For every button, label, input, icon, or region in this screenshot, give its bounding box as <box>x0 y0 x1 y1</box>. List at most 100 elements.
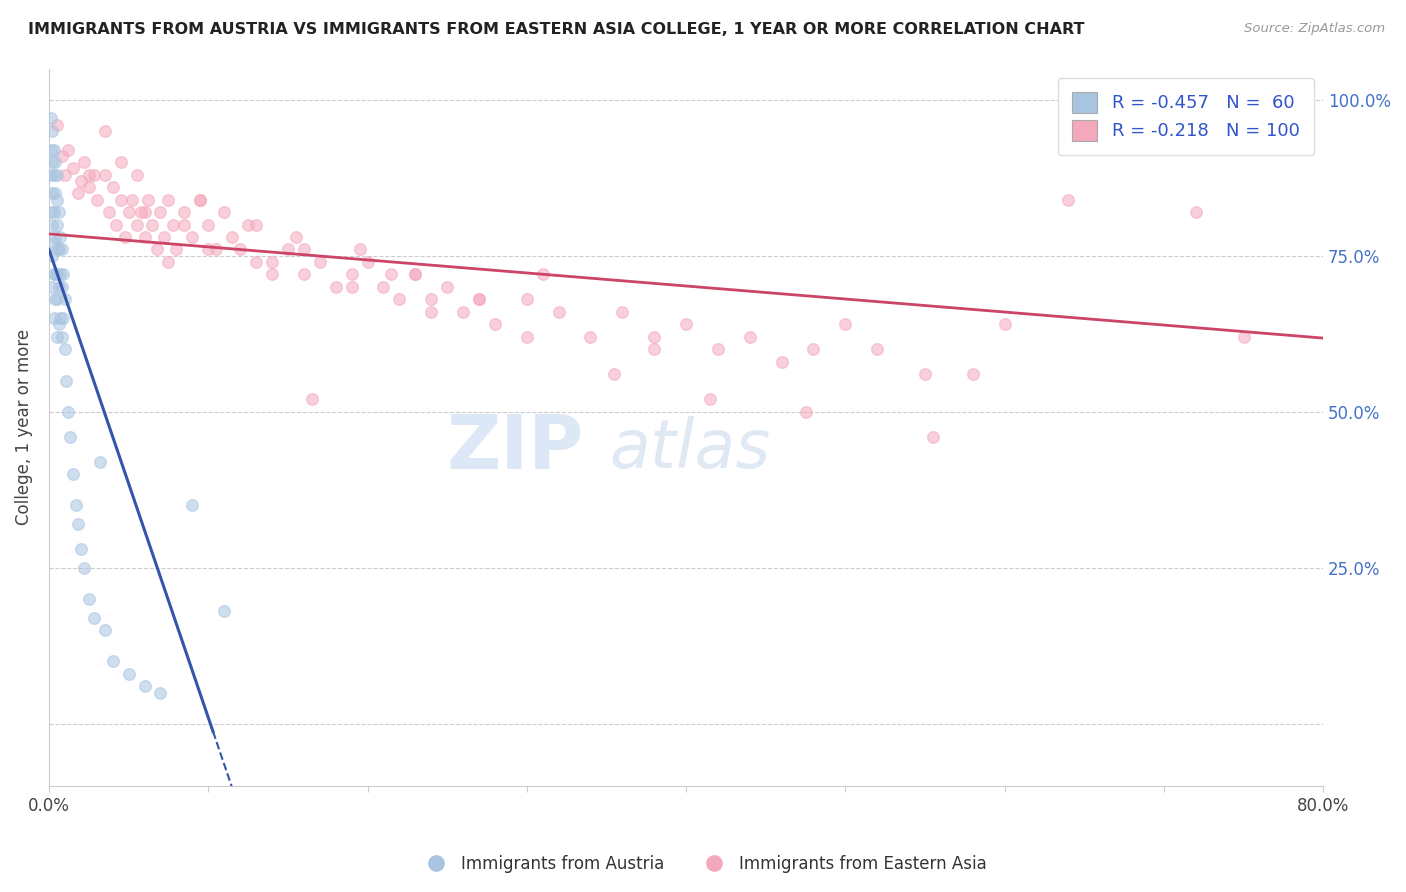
Point <box>44 293 66 307</box>
Point <box>803 343 825 357</box>
Point <box>86 193 108 207</box>
Point <box>93 623 115 637</box>
Point <box>914 368 936 382</box>
Point <box>451 305 474 319</box>
Point <box>41 186 63 201</box>
Point <box>49 230 72 244</box>
Point <box>292 268 315 282</box>
Point <box>44 186 66 201</box>
Point <box>188 193 211 207</box>
Point <box>45 330 67 344</box>
Point <box>41 280 63 294</box>
Point <box>866 343 889 357</box>
Point <box>98 205 121 219</box>
Point <box>52 311 75 326</box>
Point <box>134 230 156 244</box>
Point <box>42 268 65 282</box>
Point <box>770 355 793 369</box>
Point <box>117 205 139 219</box>
Point <box>48 243 70 257</box>
Point <box>45 268 67 282</box>
Point <box>181 230 204 244</box>
Point <box>308 255 330 269</box>
Point <box>404 268 426 282</box>
Text: ZIP: ZIP <box>447 412 583 485</box>
Point <box>48 318 70 332</box>
Point <box>56 405 79 419</box>
Point <box>157 255 180 269</box>
Point <box>173 205 195 219</box>
Point <box>41 249 63 263</box>
Point <box>612 305 634 319</box>
Point <box>65 499 87 513</box>
Point <box>45 193 67 207</box>
Point <box>62 467 84 482</box>
Point <box>56 143 79 157</box>
Point <box>51 330 73 344</box>
Point <box>468 293 491 307</box>
Point <box>1232 330 1254 344</box>
Point <box>212 205 235 219</box>
Point <box>45 243 67 257</box>
Point <box>1184 205 1206 219</box>
Point <box>44 155 66 169</box>
Point <box>131 205 153 219</box>
Point <box>51 149 73 163</box>
Point <box>101 180 124 194</box>
Point <box>110 193 132 207</box>
Point <box>42 143 65 157</box>
Point <box>738 330 761 344</box>
Point <box>44 268 66 282</box>
Point <box>73 560 96 574</box>
Point <box>125 168 148 182</box>
Point <box>699 392 721 407</box>
Point <box>420 305 443 319</box>
Point <box>579 330 602 344</box>
Point <box>516 293 538 307</box>
Point <box>149 205 172 219</box>
Point <box>340 280 363 294</box>
Point <box>83 610 105 624</box>
Point <box>284 230 307 244</box>
Point <box>45 168 67 182</box>
Point <box>77 591 100 606</box>
Point <box>994 318 1017 332</box>
Point <box>373 280 395 294</box>
Point <box>136 193 159 207</box>
Point <box>45 118 67 132</box>
Point <box>134 679 156 693</box>
Point <box>301 392 323 407</box>
Point <box>173 218 195 232</box>
Point <box>165 243 187 257</box>
Point <box>420 293 443 307</box>
Point <box>49 311 72 326</box>
Point <box>922 430 945 444</box>
Point <box>41 155 63 169</box>
Point <box>45 218 67 232</box>
Point <box>104 218 127 232</box>
Point <box>59 430 82 444</box>
Point <box>121 193 143 207</box>
Point <box>93 168 115 182</box>
Point <box>49 268 72 282</box>
Point <box>547 305 569 319</box>
Point <box>39 143 62 157</box>
Point <box>325 280 347 294</box>
Point <box>603 368 626 382</box>
Point <box>53 343 76 357</box>
Legend: R = -0.457   N =  60, R = -0.218   N = 100: R = -0.457 N = 60, R = -0.218 N = 100 <box>1057 78 1315 155</box>
Point <box>236 218 259 232</box>
Point <box>675 318 697 332</box>
Point <box>51 243 73 257</box>
Point <box>340 268 363 282</box>
Point <box>468 293 491 307</box>
Point <box>45 293 67 307</box>
Point <box>66 517 89 532</box>
Point <box>77 180 100 194</box>
Text: Source: ZipAtlas.com: Source: ZipAtlas.com <box>1244 22 1385 36</box>
Point <box>484 318 506 332</box>
Y-axis label: College, 1 year or more: College, 1 year or more <box>15 329 32 525</box>
Point <box>42 205 65 219</box>
Point <box>93 124 115 138</box>
Point <box>380 268 402 282</box>
